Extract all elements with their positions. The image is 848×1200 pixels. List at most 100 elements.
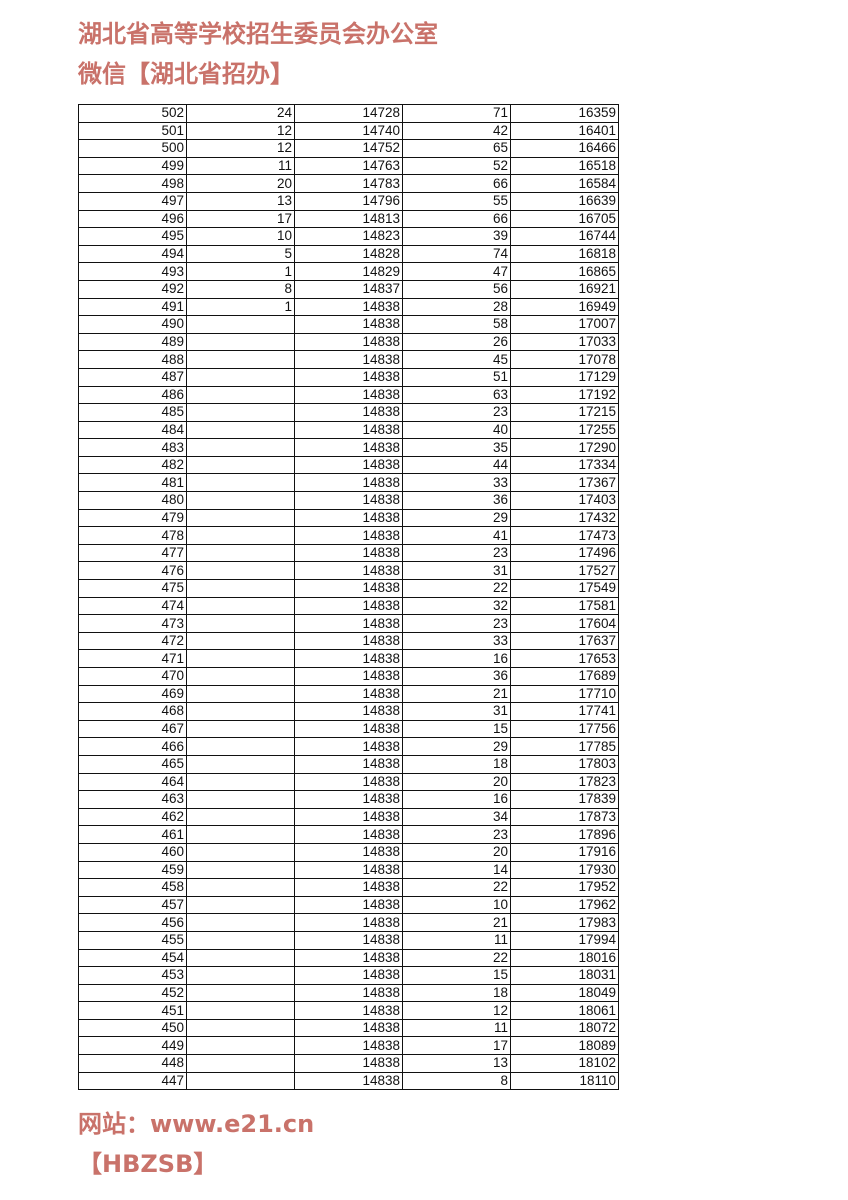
count-cell-1 [186,455,295,475]
cumulative-cell-1: 14838 [294,1071,403,1091]
cumulative-cell-2: 17653 [510,649,619,668]
cumulative-cell-1: 14838 [294,825,403,844]
score-cell: 483 [78,438,187,457]
cumulative-cell-2: 17637 [510,631,619,651]
cumulative-cell-2: 18049 [510,983,619,1003]
cumulative-cell-2: 18031 [510,966,619,985]
count-cell-1 [186,667,295,686]
count-cell-1 [186,842,295,862]
score-cell: 487 [78,367,187,387]
cumulative-cell-2: 18110 [510,1071,619,1091]
table-row: 498 20 14783 66 16584 [78,174,619,193]
count-cell-2: 17 [402,1036,511,1056]
count-cell-1 [186,561,295,581]
cumulative-cell-2: 17689 [510,667,619,686]
count-cell-1 [186,1036,295,1056]
count-cell-2: 41 [402,526,511,545]
table-row: 463 14838 16 17839 [78,790,619,809]
table-row: 467 14838 15 17756 [78,719,619,739]
cumulative-cell-2: 17873 [510,807,619,827]
cumulative-cell-2: 17756 [510,719,619,739]
cumulative-cell-2: 17496 [510,543,619,563]
count-cell-1 [186,1071,295,1091]
cumulative-cell-2: 18089 [510,1036,619,1056]
count-cell-2: 31 [402,702,511,721]
score-cell: 471 [78,649,187,668]
table-row: 461 14838 23 17896 [78,825,619,844]
table-row: 450 14838 11 18072 [78,1018,619,1038]
cumulative-cell-1: 14838 [294,455,403,475]
cumulative-cell-1: 14838 [294,385,403,405]
score-cell: 501 [78,121,187,141]
count-cell-1 [186,526,295,545]
count-cell-1 [186,983,295,1003]
score-cell: 460 [78,842,187,862]
cumulative-cell-2: 17078 [510,350,619,369]
table-row: 496 17 14813 66 16705 [78,209,619,229]
cumulative-cell-1: 14740 [294,121,403,141]
score-cell: 496 [78,209,187,229]
count-cell-2: 14 [402,860,511,880]
score-cell: 472 [78,631,187,651]
count-cell-1 [186,737,295,756]
cumulative-cell-1: 14838 [294,297,403,317]
count-cell-1 [186,684,295,704]
count-cell-2: 33 [402,631,511,651]
count-cell-2: 52 [402,156,511,176]
count-cell-2: 12 [402,1001,511,1020]
cumulative-cell-2: 16818 [510,244,619,264]
score-cell: 459 [78,860,187,880]
count-cell-1: 13 [186,191,295,211]
score-cell: 479 [78,508,187,528]
cumulative-cell-2: 17403 [510,491,619,510]
score-cell: 477 [78,543,187,563]
cumulative-cell-1: 14838 [294,367,403,387]
cumulative-cell-1: 14796 [294,191,403,211]
score-cell: 482 [78,455,187,475]
table-row: 455 14838 11 17994 [78,930,619,950]
count-cell-2: 66 [402,209,511,229]
count-cell-2: 26 [402,332,511,352]
table-row: 483 14838 35 17290 [78,438,619,457]
cumulative-cell-1: 14829 [294,262,403,281]
count-cell-1 [186,438,295,457]
table-row: 460 14838 20 17916 [78,842,619,862]
table-row: 459 14838 14 17930 [78,860,619,880]
score-cell: 449 [78,1036,187,1056]
cumulative-cell-2: 16865 [510,262,619,281]
cumulative-cell-1: 14838 [294,614,403,633]
score-cell: 448 [78,1054,187,1073]
count-cell-1: 12 [186,139,295,158]
table-row: 473 14838 23 17604 [78,614,619,633]
cumulative-cell-1: 14838 [294,403,403,422]
table-row: 482 14838 44 17334 [78,455,619,475]
cumulative-cell-1: 14838 [294,948,403,968]
count-cell-1: 8 [186,279,295,299]
table-row: 499 11 14763 52 16518 [78,156,619,176]
cumulative-cell-2: 18016 [510,948,619,968]
count-cell-1 [186,473,295,493]
score-cell: 475 [78,579,187,598]
count-cell-2: 23 [402,543,511,563]
cumulative-cell-2: 17896 [510,825,619,844]
score-cell: 490 [78,315,187,334]
score-table: 502 24 14728 71 16359 501 12 14740 42 16401 500 12 1… [78,104,619,1091]
count-cell-1 [186,649,295,668]
score-cell: 500 [78,139,187,158]
table-row: 489 14838 26 17033 [78,332,619,352]
count-cell-2: 29 [402,508,511,528]
table-row: 456 14838 21 17983 [78,913,619,932]
table-row: 457 14838 10 17962 [78,895,619,915]
cumulative-cell-2: 17952 [510,878,619,897]
cumulative-cell-1: 14838 [294,754,403,774]
count-cell-1 [186,1001,295,1020]
count-cell-1 [186,508,295,528]
count-cell-2: 13 [402,1054,511,1073]
cumulative-cell-1: 14838 [294,596,403,616]
table-row: 477 14838 23 17496 [78,543,619,563]
table-row: 471 14838 16 17653 [78,649,619,668]
cumulative-cell-1: 14838 [294,684,403,704]
cumulative-cell-1: 14838 [294,667,403,686]
cumulative-cell-1: 14838 [294,860,403,880]
cumulative-cell-1: 14838 [294,332,403,352]
